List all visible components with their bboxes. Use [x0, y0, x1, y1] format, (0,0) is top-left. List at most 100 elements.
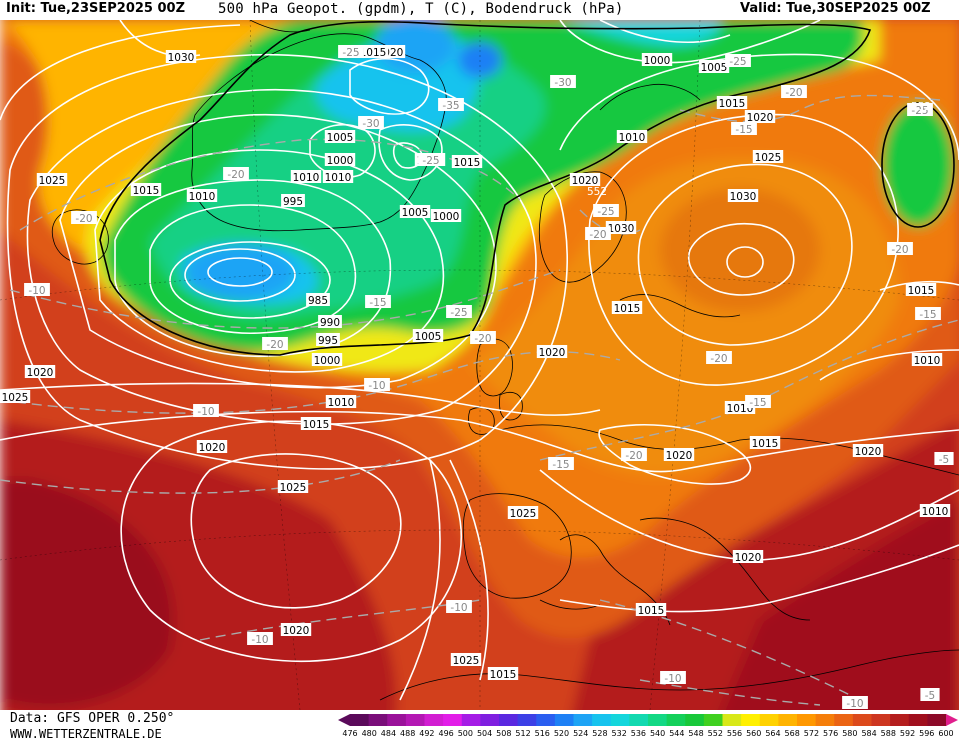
colorbar-swatch [517, 714, 537, 726]
colorbar-swatch [629, 714, 649, 726]
temperature-label-bg [262, 337, 288, 350]
temperature-label-bg [907, 103, 933, 116]
temperature-label-bg [338, 45, 364, 58]
colorbar-tick-label: 476 [342, 729, 358, 738]
temperature-label-bg [887, 242, 913, 255]
colorbar-swatch [759, 714, 779, 726]
header: Init: Tue,23SEP2025 00Z 500 hPa Geopot. … [0, 0, 959, 20]
pressure-label: 985 [308, 295, 328, 307]
pressure-label-bg [635, 603, 667, 616]
temperature-label: -25 [342, 47, 359, 59]
temperature-label: -10 [450, 602, 467, 614]
colorbar-swatch [350, 714, 370, 726]
temperature-label: -15 [552, 459, 569, 471]
colorbar-tick-label: 544 [669, 729, 685, 738]
temperature-label-bg [585, 227, 611, 240]
temperature-label: -35 [442, 100, 459, 112]
pressure-label: 1015 [614, 303, 641, 315]
colorbar-tick-label: 520 [553, 729, 570, 738]
pressure-label: 1030 [168, 52, 195, 64]
pressure-label-bg [716, 96, 748, 109]
pressure-label-bg [852, 444, 884, 457]
pressure-label-bg [663, 448, 695, 461]
pressure-label-bg [919, 504, 951, 517]
pressure-label: 1025 [755, 152, 782, 164]
pressure-label: 1005 [327, 132, 354, 144]
colorbar-swatch [797, 714, 817, 726]
pressure-label-bg [36, 173, 68, 186]
temperature-label-bg [781, 85, 807, 98]
pressure-label-bg [186, 189, 218, 202]
pressure-label-bg [306, 293, 330, 306]
colorbar-tick-label: 504 [476, 729, 493, 738]
pressure-label-bg [451, 155, 483, 168]
pressure-label: 1010 [325, 172, 352, 184]
colorbar-tick-label: 588 [880, 729, 896, 738]
pressure-label-bg [641, 53, 673, 66]
pressure-label: 1020 [539, 347, 566, 359]
temperature-label-bg [550, 75, 576, 88]
pressure-label-bg [412, 329, 444, 342]
temperature-label-bg [418, 153, 444, 166]
temperature-label-bg [71, 211, 97, 224]
colorbar-swatch [703, 714, 723, 726]
temperature-label-bg [842, 696, 868, 709]
pressure-label: 1020 [199, 442, 226, 454]
temperature-label: -25 [422, 155, 439, 167]
pressure-label: 1015 [908, 285, 935, 297]
temperature-label-bg [745, 395, 771, 408]
colorbar-tick-label: 508 [496, 729, 512, 738]
temperature-label: -5 [939, 454, 949, 466]
temperature-label: -10 [28, 285, 45, 297]
pressure-label: 1020 [27, 367, 54, 379]
pressure-label: 1025 [510, 508, 537, 520]
pressure-label-bg [487, 667, 519, 680]
colorbar-swatch [890, 714, 910, 726]
colorbar-tick-label: 552 [707, 729, 723, 738]
temperature-label: -20 [227, 169, 244, 181]
temperature-label-bg [358, 116, 384, 129]
colorbar-tick-label: 584 [861, 729, 877, 738]
colorbar-swatch [778, 714, 798, 726]
colorbar-swatch [480, 714, 500, 726]
pressure-label: 1020 [747, 112, 774, 124]
temperature-label-bg [364, 378, 390, 391]
pressure-label-bg [507, 506, 539, 519]
pressure-label: 1015 [133, 185, 160, 197]
pressure-label: 1010 [189, 191, 216, 203]
colorbar-swatch [424, 714, 444, 726]
pressure-label-bg [324, 153, 356, 166]
temperature-label-bg [223, 167, 249, 180]
temperature-label: -30 [554, 77, 571, 89]
pressure-label-bg [318, 315, 342, 328]
temperature-label-bg [438, 98, 464, 111]
pressure-label: 1015 [360, 47, 387, 59]
map-title: 500 hPa Geopot. (gpdm), T (C), Bodendruc… [218, 1, 624, 17]
temperature-label: -10 [664, 673, 681, 685]
temperature-label: -25 [729, 56, 746, 68]
colorbar [338, 714, 958, 726]
colorbar-swatch [387, 714, 407, 726]
pressure-label: 1000 [433, 211, 460, 223]
temperature-label: -20 [266, 339, 283, 351]
colorbar-swatch [368, 714, 388, 726]
pressure-label: 1025 [2, 392, 29, 404]
colorbar-swatch [685, 714, 705, 726]
geopotential-label: 552 [911, 101, 931, 113]
website-link[interactable]: WWW.WETTERZENTRALE.DE [10, 727, 162, 741]
pressure-label-bg [165, 50, 197, 63]
colorbar-tick-label: 512 [515, 729, 531, 738]
temperature-label: -15 [735, 124, 752, 136]
pressure-label-bg [749, 436, 781, 449]
valid-time: Valid: Tue,30SEP2025 00Z [740, 1, 931, 16]
temperature-label-bg [731, 122, 757, 135]
pressure-label-bg [450, 653, 482, 666]
temperature-label-bg [548, 457, 574, 470]
temperature-label-bg [24, 283, 50, 296]
temperature-label-layer: -25 -30 -30 -35 -25 -20 -20 -25 -20 -15 -20 -25 -20 -… [24, 45, 954, 710]
pressure-label: 1015 [752, 438, 779, 450]
pressure-label: 1030 [608, 223, 635, 235]
pressure-label: 1025 [39, 175, 66, 187]
colorbar-swatch [443, 714, 463, 726]
pressure-label-bg [905, 283, 937, 296]
